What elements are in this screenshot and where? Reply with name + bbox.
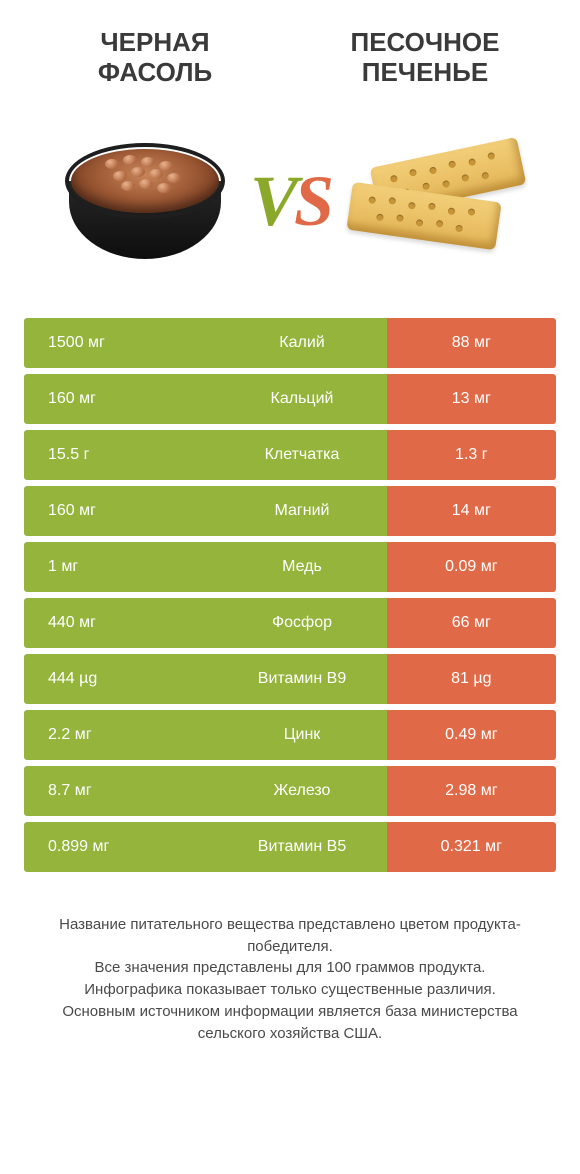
nutrient-name: Клетчатка — [217, 430, 386, 480]
right-product-image — [350, 127, 520, 277]
shortbread-icon — [355, 132, 515, 272]
nutrient-name: Калий — [217, 318, 386, 368]
table-row: 15.5 гКлетчатка1.3 г — [24, 430, 556, 480]
table-row: 0.899 мгВитамин B50.321 мг — [24, 822, 556, 872]
left-value: 160 мг — [24, 374, 217, 424]
right-value: 2.98 мг — [387, 766, 556, 816]
left-value: 2.2 мг — [24, 710, 217, 760]
nutrient-name: Магний — [217, 486, 386, 536]
nutrient-name: Железо — [217, 766, 386, 816]
left-value: 8.7 мг — [24, 766, 217, 816]
nutrient-name: Кальций — [217, 374, 386, 424]
footer-line: Название питательного вещества представл… — [30, 914, 550, 958]
table-row: 444 µgВитамин B981 µg — [24, 654, 556, 704]
right-value: 66 мг — [387, 598, 556, 648]
nutrient-name: Медь — [217, 542, 386, 592]
left-value: 0.899 мг — [24, 822, 217, 872]
footer-line: Все значения представлены для 100 граммо… — [30, 957, 550, 979]
right-value: 88 мг — [387, 318, 556, 368]
right-value: 0.49 мг — [387, 710, 556, 760]
left-value: 1 мг — [24, 542, 217, 592]
nutrient-name: Витамин B5 — [217, 822, 386, 872]
nutrition-table: 1500 мгКалий88 мг160 мгКальций13 мг15.5 … — [0, 318, 580, 872]
nutrient-name: Витамин B9 — [217, 654, 386, 704]
table-row: 8.7 мгЖелезо2.98 мг — [24, 766, 556, 816]
nutrient-name: Цинк — [217, 710, 386, 760]
right-value: 81 µg — [387, 654, 556, 704]
table-row: 160 мгМагний14 мг — [24, 486, 556, 536]
table-row: 440 мгФосфор66 мг — [24, 598, 556, 648]
right-value: 0.09 мг — [387, 542, 556, 592]
header: ЧЕРНАЯ ФАСОЛЬ ПЕСОЧНОЕ ПЕЧЕНЬЕ — [0, 0, 580, 98]
right-value: 1.3 г — [387, 430, 556, 480]
footer-line: Основным источником информации является … — [30, 1001, 550, 1045]
left-product-image — [60, 127, 230, 277]
image-row: VS — [0, 122, 580, 282]
vs-s: S — [294, 161, 330, 241]
nutrient-name: Фосфор — [217, 598, 386, 648]
right-value: 13 мг — [387, 374, 556, 424]
left-value: 15.5 г — [24, 430, 217, 480]
right-value: 0.321 мг — [387, 822, 556, 872]
footer-notes: Название питательного вещества представл… — [0, 878, 580, 1055]
table-row: 1500 мгКалий88 мг — [24, 318, 556, 368]
table-row: 160 мгКальций13 мг — [24, 374, 556, 424]
table-row: 1 мгМедь0.09 мг — [24, 542, 556, 592]
vs-v: V — [250, 161, 294, 241]
table-row: 2.2 мгЦинк0.49 мг — [24, 710, 556, 760]
beans-bowl-icon — [65, 137, 225, 267]
footer-line: Инфографика показывает только существенн… — [30, 979, 550, 1001]
vs-label: VS — [250, 160, 330, 243]
right-value: 14 мг — [387, 486, 556, 536]
left-value: 1500 мг — [24, 318, 217, 368]
right-product-title: ПЕСОЧНОЕ ПЕЧЕНЬЕ — [310, 28, 540, 88]
left-product-title: ЧЕРНАЯ ФАСОЛЬ — [40, 28, 270, 88]
left-value: 440 мг — [24, 598, 217, 648]
left-value: 160 мг — [24, 486, 217, 536]
left-value: 444 µg — [24, 654, 217, 704]
